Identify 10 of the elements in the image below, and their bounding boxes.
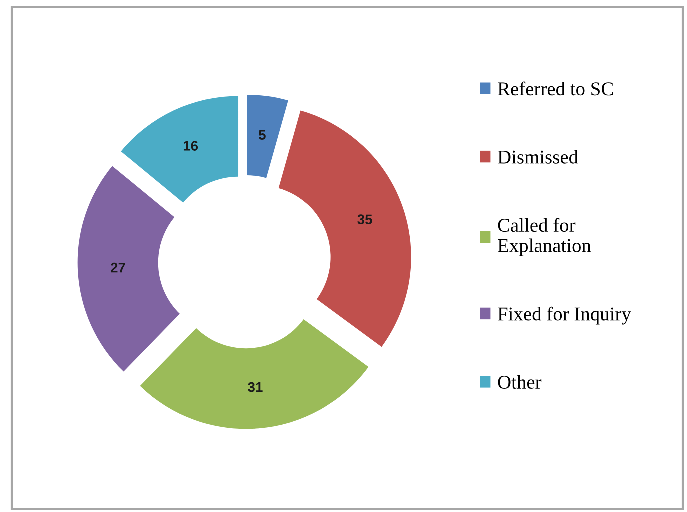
data-label: 27 (111, 262, 126, 273)
legend-label: Other (498, 375, 542, 390)
data-label: 31 (248, 382, 263, 392)
legend-label: Referred to SC (498, 82, 614, 96)
data-label: 35 (358, 214, 372, 225)
data-label: 5 (259, 130, 266, 140)
legend-label: Fixed for Inquiry (498, 306, 632, 325)
legend-label: Called for Explanation (498, 218, 592, 256)
data-label: 16 (184, 141, 198, 151)
legend-label: Dismissed (498, 150, 578, 164)
